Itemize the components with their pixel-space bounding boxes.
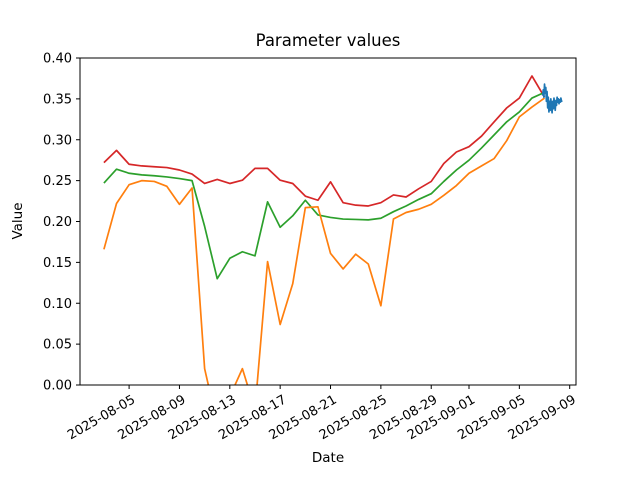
y-tick-label: 0.30 <box>43 133 72 148</box>
y-tick-label: 0.25 <box>43 174 72 189</box>
chart-title: Parameter values <box>256 31 401 50</box>
y-tick-label: 0.15 <box>43 256 72 271</box>
series-orange-line <box>103 97 546 385</box>
y-tick-label: 0.05 <box>43 338 72 353</box>
y-axis-ticks: 0.00 0.05 0.10 0.15 0.20 0.25 0.30 0.35 0.40 <box>43 52 80 394</box>
series-group <box>103 75 563 385</box>
x-axis-label: Date <box>312 450 344 466</box>
y-tick-label: 0.40 <box>43 52 72 67</box>
series-blue-dense-line <box>541 83 563 114</box>
y-tick-label: 0.10 <box>43 297 72 312</box>
y-tick-label: 0.00 <box>43 379 72 394</box>
y-axis-label: Value <box>10 202 26 239</box>
plot-area <box>80 58 576 385</box>
series-green-line <box>103 91 545 280</box>
y-tick-label: 0.20 <box>43 215 72 230</box>
series-red-line <box>103 75 546 207</box>
y-tick-label: 0.35 <box>43 92 72 107</box>
